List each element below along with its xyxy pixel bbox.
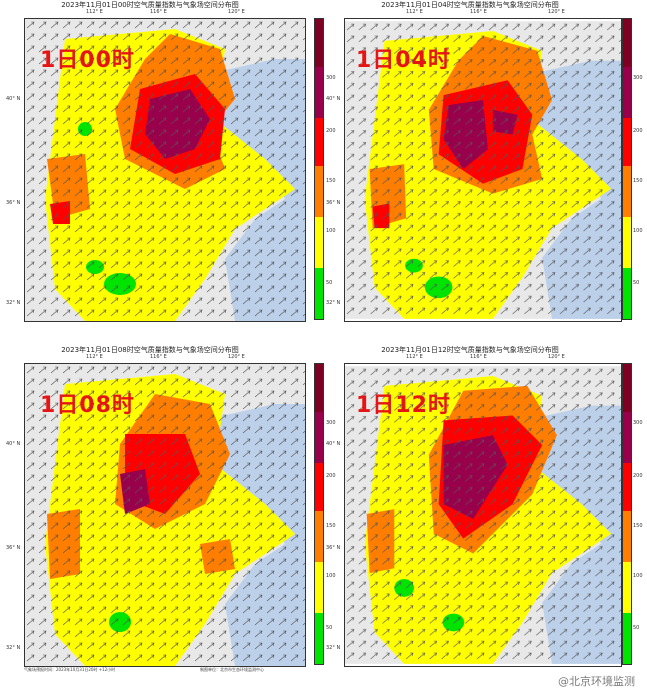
colorbar-tick: 200: [326, 128, 336, 134]
colorbar-tick: 50: [633, 280, 640, 286]
lon-label: 112° E: [86, 9, 103, 15]
lat-label: 32° N: [6, 645, 21, 651]
colorbar-tick: 100: [633, 228, 643, 234]
lon-label: 116° E: [470, 354, 487, 360]
lat-label: 32° N: [6, 300, 21, 306]
colorbar-tick: 150: [326, 523, 336, 529]
colorbar-tick: 200: [633, 128, 643, 134]
colorbar-tick: 100: [326, 573, 336, 579]
time-label: 1日12时: [356, 393, 451, 418]
lon-label: 116° E: [470, 9, 487, 15]
lat-label: 32° N: [326, 645, 341, 651]
colorbar-tick: 150: [633, 178, 643, 184]
lon-label: 120° E: [228, 354, 245, 360]
colorbar-tick: 200: [633, 473, 643, 479]
colorbar-tick: 150: [633, 523, 643, 529]
colorbar-tick: 100: [633, 573, 643, 579]
colorbar-tick: 50: [633, 625, 640, 631]
aqi-map: [24, 18, 306, 322]
panel-title: 2023年11月01日00时空气质量指数与气象场空间分布图: [61, 1, 239, 9]
map-panel-00: 2023年11月01日00时空气质量指数与气象场空间分布图 112° E 116…: [0, 0, 336, 322]
colorbar-tick: 300: [326, 75, 336, 81]
aqi-map: [24, 363, 306, 667]
lat-label: 36° N: [326, 200, 341, 206]
lon-label: 120° E: [228, 9, 245, 15]
lon-label: 120° E: [548, 354, 565, 360]
lon-label: 120° E: [548, 9, 565, 15]
lat-label: 32° N: [326, 300, 341, 306]
colorbar: [314, 363, 324, 665]
aqi-map: [344, 363, 622, 667]
map-panel-04: 2023年11月01日04时空气质量指数与气象场空间分布图 112° E 116…: [320, 0, 643, 322]
time-label: 1日00时: [40, 48, 135, 73]
lon-label: 112° E: [406, 9, 423, 15]
colorbar-tick: 100: [326, 228, 336, 234]
map-panel-08: 2023年11月01日08时空气质量指数与气象场空间分布图 112° E 116…: [0, 345, 336, 667]
colorbar-tick: 50: [326, 280, 333, 286]
colorbar: [314, 18, 324, 320]
lat-label: 40° N: [326, 96, 341, 102]
colorbar-tick: 150: [326, 178, 336, 184]
panel-title: 2023年11月01日08时空气质量指数与气象场空间分布图: [61, 346, 239, 354]
panel-title: 2023年11月01日04时空气质量指数与气象场空间分布图: [381, 1, 559, 9]
footer-issued: 气象场预报时间：2023年10月31日20时 +12小时: [24, 667, 116, 672]
lat-label: 36° N: [6, 200, 21, 206]
aqi-map: [344, 18, 622, 322]
lon-label: 112° E: [406, 354, 423, 360]
footer-maker: 制图单位：北京市生态环境监测中心: [200, 667, 264, 672]
colorbar-tick: 200: [326, 473, 336, 479]
lon-label: 116° E: [150, 354, 167, 360]
colorbar-tick: 300: [326, 420, 336, 426]
colorbar-tick: 50: [326, 625, 333, 631]
lon-label: 116° E: [150, 9, 167, 15]
lat-label: 40° N: [6, 441, 21, 447]
watermark: @北京环境监测: [558, 675, 635, 688]
time-label: 1日08时: [40, 393, 135, 418]
colorbar-tick: 300: [633, 420, 643, 426]
panel-title: 2023年11月01日12时空气质量指数与气象场空间分布图: [381, 346, 559, 354]
colorbar: [622, 18, 632, 320]
time-label: 1日04时: [356, 48, 451, 73]
colorbar-tick: 300: [633, 75, 643, 81]
lat-label: 36° N: [326, 545, 341, 551]
lon-label: 112° E: [86, 354, 103, 360]
lat-label: 40° N: [326, 441, 341, 447]
map-panel-12: 2023年11月01日12时空气质量指数与气象场空间分布图 112° E 116…: [320, 345, 643, 667]
colorbar: [622, 363, 632, 665]
lat-label: 36° N: [6, 545, 21, 551]
lat-label: 40° N: [6, 96, 21, 102]
